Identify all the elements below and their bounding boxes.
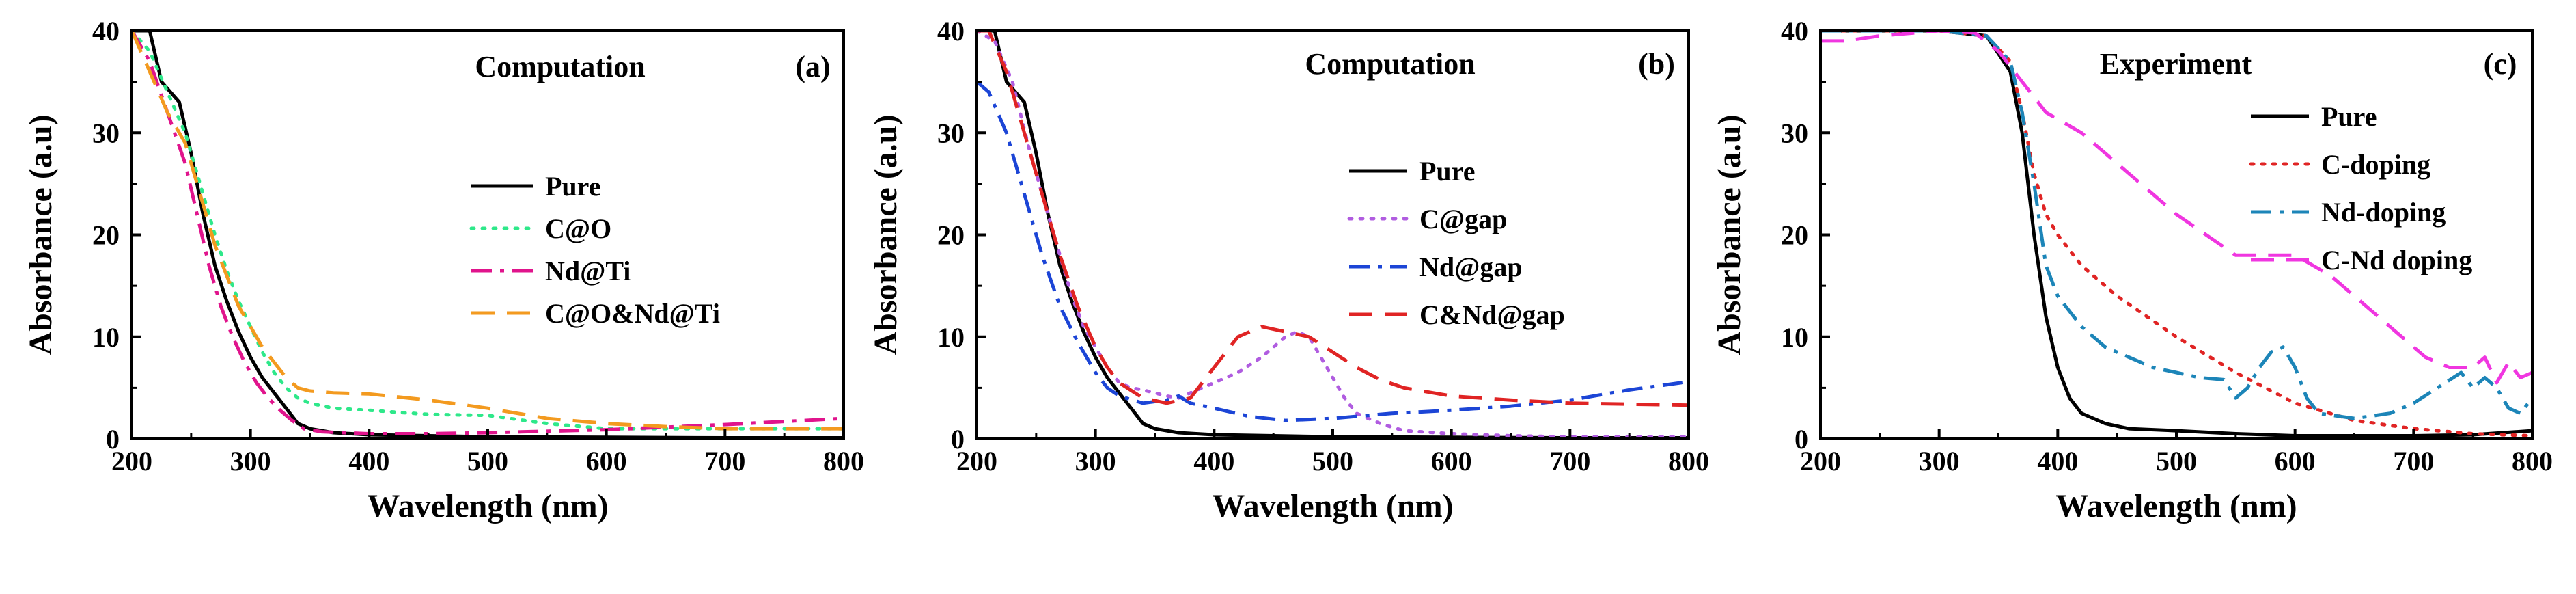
y-tick-label: 40 — [1781, 16, 1808, 46]
legend: Pure C@gap Nd@gap C&Nd@gap — [1347, 156, 1565, 330]
x-tick-label: 400 — [348, 446, 389, 476]
legend-label: Pure — [545, 171, 600, 202]
x-tick-label: 600 — [1431, 446, 1472, 476]
chart-title: Computation — [1305, 47, 1475, 81]
legend-label: C-doping — [2321, 149, 2430, 180]
legend-label: Pure — [1419, 156, 1475, 187]
x-tick-label: 300 — [230, 446, 271, 476]
series-line-3 — [1820, 29, 2532, 385]
series-group — [1820, 29, 2532, 437]
y-tick-label: 0 — [106, 424, 120, 455]
legend-label: C@O — [545, 213, 611, 244]
x-axis-label: Wavelength (nm) — [2055, 488, 2297, 524]
x-axis-label: Wavelength (nm) — [367, 488, 608, 524]
x-tick-label: 500 — [2156, 446, 2197, 476]
x-axis-label: Wavelength (nm) — [1212, 488, 1453, 524]
series-line-3 — [977, 29, 1689, 407]
x-tick-label: 300 — [1075, 446, 1116, 476]
legend-label: Nd@gap — [1419, 252, 1523, 282]
series-line-0 — [132, 29, 844, 439]
y-tick-label: 0 — [1795, 424, 1808, 455]
x-tick-label: 800 — [1668, 446, 1709, 476]
chart-panel-1: 200 300 400 500 600 700 800 0 10 20 30 40 Wavelength… — [868, 16, 1709, 524]
series-line-2 — [1820, 29, 2532, 420]
y-tick-label: 10 — [937, 322, 965, 353]
x-tick-label: 500 — [1312, 446, 1353, 476]
series-line-2 — [977, 80, 1689, 422]
x-tick-label: 500 — [467, 446, 508, 476]
y-tick-label: 40 — [937, 16, 965, 46]
series-line-0 — [977, 29, 1689, 439]
panel-label: (c) — [2484, 47, 2517, 81]
y-tick-label: 30 — [92, 118, 120, 148]
chart-title: Computation — [475, 50, 645, 83]
x-tick-label: 600 — [2275, 446, 2316, 476]
legend-label: C@O&Nd@Ti — [545, 298, 720, 329]
x-tick-label: 200 — [111, 446, 152, 476]
legend-label: Nd-doping — [2321, 197, 2446, 228]
panel-label: (b) — [1638, 47, 1675, 81]
y-tick-label: 30 — [1781, 118, 1808, 148]
x-tick-label: 800 — [2512, 446, 2553, 476]
y-tick-label: 20 — [937, 220, 965, 251]
y-tick-label: 40 — [92, 16, 120, 46]
y-tick-label: 20 — [1781, 220, 1808, 251]
x-tick-label: 400 — [2037, 446, 2078, 476]
chart-panel-2: 200 300 400 500 600 700 800 0 10 20 30 40 Wavelength… — [1711, 16, 2553, 524]
y-axis-label: Absorbance (a.u) — [868, 114, 904, 355]
y-axis-label: Absorbance (a.u) — [23, 114, 59, 355]
legend: Pure C-doping Nd-doping C-Nd doping — [2249, 101, 2472, 275]
x-tick-label: 700 — [704, 446, 745, 476]
legend: Pure C@O Nd@Ti C@O&Nd@Ti — [469, 171, 720, 329]
y-tick-label: 20 — [92, 220, 120, 251]
series-line-0 — [1820, 29, 2532, 437]
series-line-2 — [132, 29, 844, 435]
series-line-3 — [132, 29, 844, 431]
x-tick-label: 300 — [1919, 446, 1960, 476]
plot-frame — [130, 29, 845, 440]
legend-label: C&Nd@gap — [1419, 299, 1565, 330]
panel-label: (a) — [795, 50, 830, 83]
x-tick-label: 200 — [1800, 446, 1841, 476]
legend-label: C-Nd doping — [2321, 245, 2472, 275]
x-tick-label: 400 — [1193, 446, 1234, 476]
legend-label: Nd@Ti — [545, 256, 631, 286]
chart-title: Experiment — [2100, 47, 2252, 81]
chart-panel-0: 200 300 400 500 600 700 800 0 10 20 30 40 Wavelength… — [23, 16, 864, 524]
x-tick-label: 700 — [2393, 446, 2434, 476]
y-tick-label: 30 — [937, 118, 965, 148]
legend-label: Pure — [2321, 101, 2377, 132]
series-line-1 — [977, 29, 1689, 439]
y-tick-label: 10 — [1781, 322, 1808, 353]
series-line-1 — [132, 29, 844, 431]
series-group — [132, 29, 844, 439]
y-tick-label: 0 — [951, 424, 965, 455]
x-tick-label: 600 — [586, 446, 627, 476]
x-tick-label: 200 — [956, 446, 997, 476]
x-tick-label: 700 — [1549, 446, 1590, 476]
y-axis-label: Absorbance (a.u) — [1711, 114, 1747, 355]
series-group — [977, 29, 1689, 439]
plot-frame — [1819, 29, 2534, 440]
y-tick-label: 10 — [92, 322, 120, 353]
series-line-1 — [1820, 29, 2532, 437]
x-tick-label: 800 — [823, 446, 864, 476]
legend-label: C@gap — [1419, 204, 1507, 234]
